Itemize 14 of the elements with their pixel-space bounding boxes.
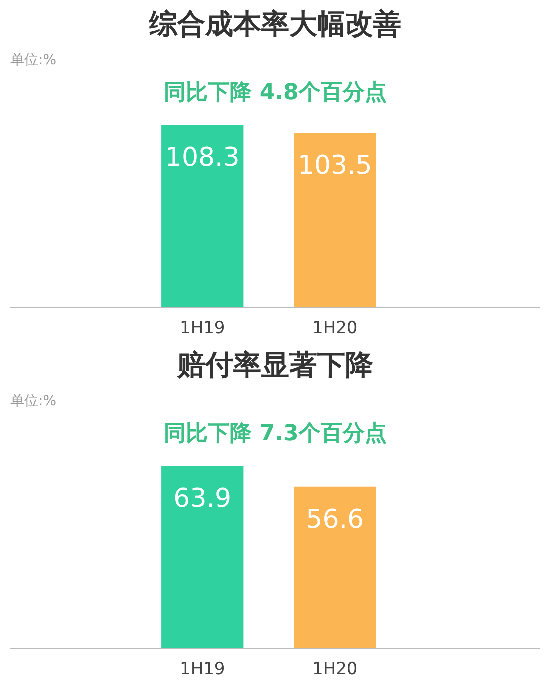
x-tick-label: 1H19 [180,318,226,338]
chart-title: 综合成本率大幅改善 [148,8,402,40]
x-tick-label: 1H19 [180,660,226,680]
x-tick-label: 1H20 [312,660,358,680]
x-tick-label: 1H20 [312,318,358,338]
text: 单位:% [10,394,57,410]
chart-title: 赔付率显著下降 [176,348,374,382]
data-label: 108.3 [165,143,240,174]
chart-subtitle: 同比下降 4.8个百分点 [164,80,387,106]
data-label: 103.5 [298,151,372,182]
text: 单位:% [10,52,57,68]
data-label: 56.6 [306,504,364,535]
data-label: 63.9 [174,484,232,514]
chart-subtitle: 同比下降 7.3个百分点 [164,422,387,446]
